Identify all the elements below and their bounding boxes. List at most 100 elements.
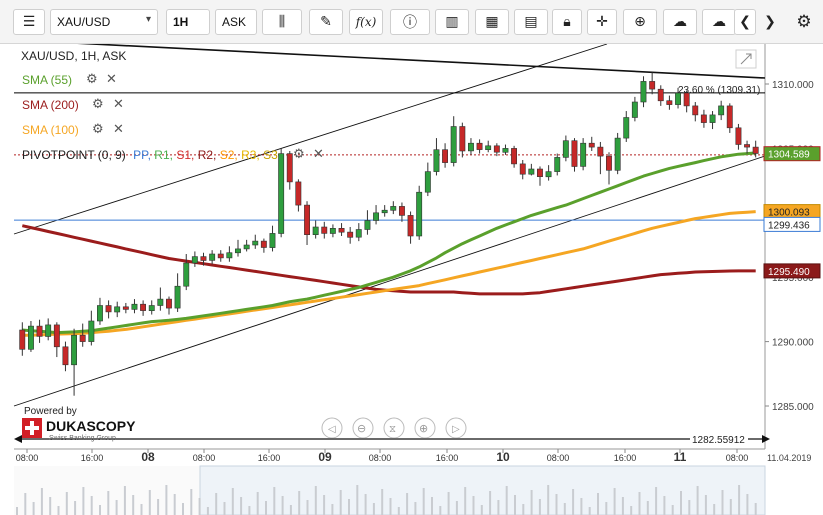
candle-body (467, 142, 474, 152)
toolbar: ☰ XAU/USD ▾ 1H ASK ⫼ ✎ f(x) ⓘ ▥ ▦ ▤ 🔒︎ ✛… (0, 0, 823, 44)
navigator-bar (298, 491, 301, 515)
calendar-icon[interactable]: ▦ (475, 9, 509, 35)
candle-body (260, 240, 267, 248)
x-tick-label: 16:00 (614, 453, 637, 463)
candle-body (79, 334, 86, 342)
navigator-bar (621, 497, 624, 515)
scroll-right-icon[interactable] (445, 417, 467, 439)
navigator-bar (505, 486, 508, 515)
crosshair-icon[interactable]: ✛ (587, 9, 617, 35)
candle-body (718, 105, 725, 116)
candle-body (71, 334, 78, 366)
reset-zoom-icon[interactable] (383, 417, 405, 439)
legend-sma200[interactable]: SMA (200) (22, 98, 79, 112)
navigator-bar (729, 499, 732, 515)
hamburger-menu-icon[interactable]: ☰ (13, 9, 45, 35)
upload-icon[interactable]: ☁ (663, 9, 697, 35)
navigator-bar (414, 502, 417, 515)
candle-body (631, 101, 638, 118)
forward-arrow-icon[interactable]: ❯ (764, 14, 776, 30)
sma200-remove-close-icon[interactable]: ✕ (113, 97, 124, 112)
scroll-left-icon[interactable] (321, 417, 343, 439)
navigator-bar (82, 487, 85, 515)
lock-icon[interactable]: 🔒︎ (552, 9, 582, 35)
pivot-r2: R2, (197, 148, 217, 162)
news-icon[interactable]: ▤ (514, 9, 548, 35)
pivot-pp: PP, (133, 148, 151, 162)
x-tick-label: 08:00 (726, 453, 749, 463)
candles-icon[interactable]: ⫼ (262, 9, 302, 35)
settings-gear-icon[interactable]: ⚙ (796, 12, 812, 32)
navigator-bar (223, 502, 226, 515)
lower-channel-line (13, 155, 766, 407)
sma55-settings-gear-icon[interactable]: ⚙ (86, 72, 98, 87)
navigator-bar (314, 486, 317, 515)
navigator-bar (580, 498, 583, 515)
navigator-bar (240, 497, 243, 515)
draw-line-icon[interactable]: ✎ (309, 9, 343, 35)
navigator-bar (538, 499, 541, 515)
navigator-bar (572, 489, 575, 515)
navigator-bar (381, 489, 384, 515)
legend-pivot[interactable]: PIVOTPOINT (0, 9) PP, R1, S1, R2, S2, R3… (22, 148, 278, 162)
candle-body (545, 171, 552, 178)
sma55-label: SMA (55) (22, 73, 73, 87)
candle-body (226, 252, 233, 259)
pivot-price-tag: 1299.436 (768, 220, 810, 231)
navigator-bar (489, 491, 492, 515)
navigator-bar (746, 494, 749, 515)
legend-sma55[interactable]: SMA (55) (22, 73, 72, 87)
navigator-bar (157, 499, 160, 515)
back-arrow-icon[interactable]: ❮ (734, 9, 756, 35)
navigator-bar (165, 485, 168, 515)
zoom-in-icon[interactable] (414, 417, 436, 439)
navigator-bar (182, 503, 184, 515)
volume-bars-icon[interactable]: ▥ (435, 9, 469, 35)
pivot-settings-gear-icon[interactable]: ⚙ (293, 147, 305, 162)
navigator-bar (638, 492, 641, 515)
navigator-bar (563, 503, 566, 515)
navigator-bar (190, 489, 193, 515)
side-select[interactable]: ASK (215, 9, 257, 35)
sma200-price-tag-bg (763, 263, 821, 279)
candle-body (442, 149, 448, 163)
y-tick-label: 1290.000 (772, 338, 814, 349)
instrument-label: XAU/USD, 1H, ASK (21, 49, 127, 63)
function-icon[interactable]: f(x) (349, 9, 383, 35)
chart-area[interactable]: 1285.0001290.0001295.0001300.0001305.000… (0, 44, 823, 515)
candle-body (329, 228, 336, 234)
candle-body (166, 298, 172, 309)
pivot-r3: R3, (241, 148, 260, 162)
candle-body (744, 144, 751, 148)
chevron-down-icon: ▾ (145, 14, 151, 25)
y-tick-label: 1285.000 (772, 402, 814, 413)
candle-body (304, 204, 310, 236)
candle-body (252, 240, 259, 246)
reset-zoom-glyph: ⧖ (389, 424, 396, 435)
candle-body (700, 114, 707, 123)
pivot-remove-close-icon[interactable]: ✕ (313, 147, 324, 162)
download-icon[interactable]: ☁ (702, 9, 736, 35)
timeframe-select[interactable]: 1H (166, 9, 210, 35)
legend-sma100[interactable]: SMA (100) (22, 123, 79, 137)
candle-body (649, 81, 656, 90)
low-price-bg (690, 433, 748, 445)
zoom-out-glyph: ⊖ (357, 422, 366, 435)
zoom-icon[interactable]: ⊕ (623, 9, 657, 35)
candle-body (105, 305, 112, 313)
navigator-bar (132, 495, 135, 515)
sma55-remove-close-icon[interactable]: ✕ (106, 72, 117, 87)
sma100-settings-gear-icon[interactable]: ⚙ (92, 122, 104, 137)
sma100-remove-close-icon[interactable]: ✕ (113, 122, 124, 137)
price-chart[interactable]: 1285.0001290.0001295.0001300.0001305.000… (0, 44, 823, 515)
x-tick-label: 10 (496, 450, 510, 464)
symbol-select[interactable]: XAU/USD ▾ (50, 9, 158, 35)
candle-body (19, 329, 26, 350)
swiss-cross-icon (25, 421, 39, 435)
navigator-bar (115, 500, 118, 515)
zoom-out-icon[interactable] (352, 417, 374, 439)
legend-instrument: XAU/USD, 1H, ASK (21, 49, 126, 63)
info-icon[interactable]: ⓘ (390, 9, 430, 35)
sma200-settings-gear-icon[interactable]: ⚙ (92, 97, 104, 112)
